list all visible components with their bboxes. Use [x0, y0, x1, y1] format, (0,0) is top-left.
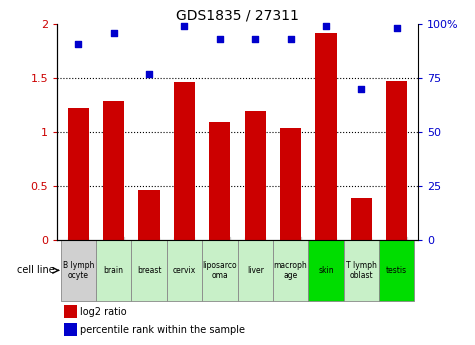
Bar	[167, 240, 202, 301]
Text: percentile rank within the sample: percentile rank within the sample	[80, 325, 246, 335]
Point	[216, 37, 224, 42]
Bar	[131, 240, 167, 301]
Bar	[315, 33, 337, 240]
Bar	[344, 240, 379, 301]
Bar	[67, 108, 89, 240]
Text: brain: brain	[104, 266, 124, 275]
Text: breast: breast	[137, 266, 162, 275]
Bar	[202, 240, 238, 301]
Title: GDS1835 / 27311: GDS1835 / 27311	[176, 9, 299, 23]
Bar	[238, 240, 273, 301]
Bar	[280, 128, 301, 240]
Bar	[103, 101, 124, 240]
Point	[145, 71, 153, 77]
Text: T lymph
oblast: T lymph oblast	[346, 261, 377, 280]
Point	[322, 23, 330, 29]
Bar	[386, 81, 408, 240]
Point	[358, 86, 365, 91]
Bar	[64, 305, 77, 318]
Bar	[174, 82, 195, 240]
Bar	[138, 190, 160, 240]
Text: skin: skin	[318, 266, 334, 275]
Text: macroph
age: macroph age	[274, 261, 307, 280]
Text: liposarco
oma: liposarco oma	[202, 261, 237, 280]
Bar	[96, 240, 131, 301]
Bar	[351, 198, 372, 240]
Bar	[60, 240, 96, 301]
Point	[180, 23, 188, 29]
Text: cell line: cell line	[18, 265, 55, 275]
Bar	[379, 240, 415, 301]
Text: testis: testis	[386, 266, 408, 275]
Bar	[308, 240, 344, 301]
Point	[251, 37, 259, 42]
Bar	[209, 122, 230, 240]
Point	[75, 41, 82, 46]
Text: log2 ratio: log2 ratio	[80, 306, 127, 316]
Point	[110, 30, 117, 36]
Bar	[273, 240, 308, 301]
Bar	[64, 323, 77, 336]
Point	[393, 26, 400, 31]
Text: B lymph
ocyte: B lymph ocyte	[63, 261, 94, 280]
Bar	[245, 111, 266, 240]
Point	[287, 37, 294, 42]
Text: liver: liver	[247, 266, 264, 275]
Text: cervix: cervix	[173, 266, 196, 275]
